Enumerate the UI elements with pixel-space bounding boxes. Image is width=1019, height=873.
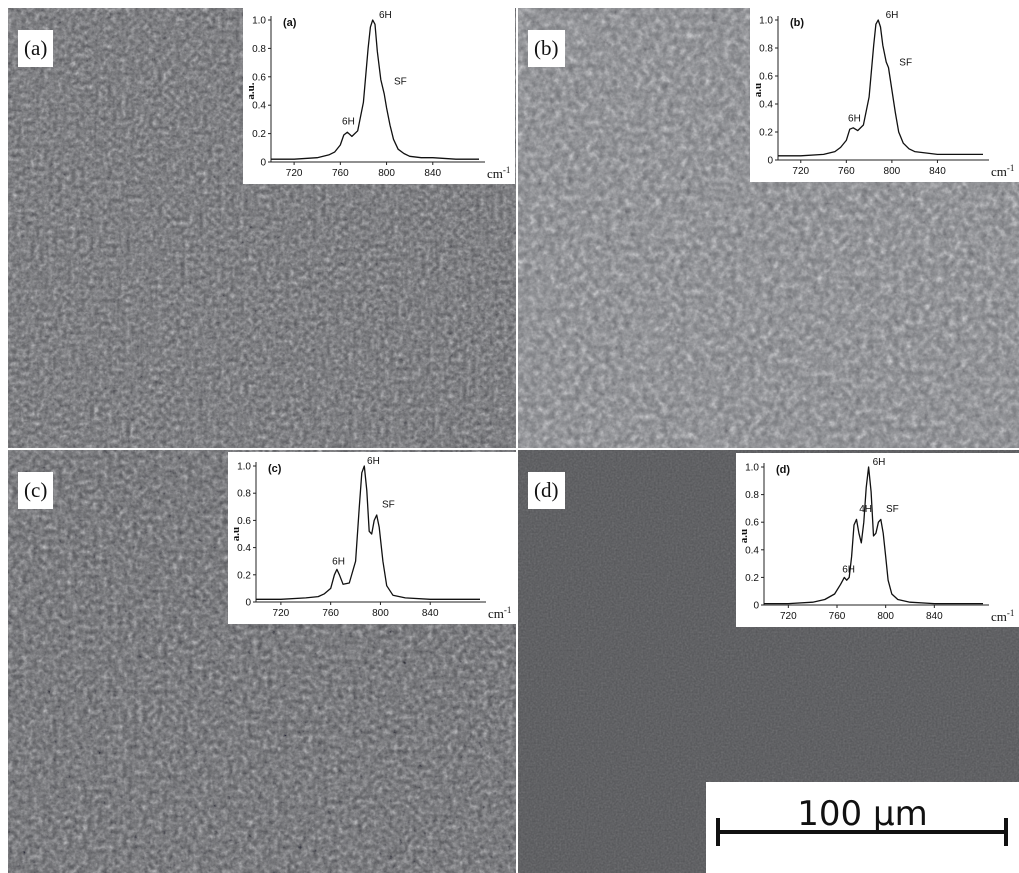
y-tick-label-d: 1.0 [745, 463, 759, 474]
y-tick-label-b: 0.4 [759, 100, 773, 111]
x-tick-label-b: 760 [838, 166, 855, 177]
panel-label-d: (d) [528, 472, 565, 509]
peak-label-d: 4H [859, 504, 872, 515]
y-tick-label-c: 1.0 [237, 462, 251, 473]
x-tick-label-b: 800 [884, 166, 901, 177]
x-tick-label-a: 760 [332, 168, 349, 179]
peak-label-d: 6H [842, 565, 855, 576]
y-tick-label-c: 0.6 [237, 516, 251, 527]
peak-label-a: 6H [342, 117, 355, 128]
peak-label-a: SF [394, 77, 407, 88]
scale-bar-label: 100 µm [797, 794, 928, 834]
x-tick-label-a: 840 [424, 168, 441, 179]
peak-label-b: 6H [848, 114, 861, 125]
peak-label-c: 6H [367, 456, 380, 467]
raman-spectrum-line-b [778, 19, 983, 157]
raman-inset-a: 0 0.2 0.4 0.6 0.8 1.0 720 760 800 840 a.u. cm-1 (a) 6… [243, 8, 515, 184]
peak-label-a: 6H [379, 10, 392, 21]
scale-bar: 100 µm [706, 782, 1019, 873]
y-axis-label-a: a.u. [245, 82, 257, 99]
y-tick-label-a: 0.6 [252, 72, 266, 83]
x-axis-label-b: cm-1 [991, 163, 1014, 179]
x-axis-label-c: cm-1 [488, 605, 511, 621]
inset-title-b: (b) [790, 17, 804, 29]
raman-spectrum-line-a [271, 19, 479, 160]
x-tick-label-c: 840 [422, 608, 439, 619]
raman-inset-b: 0 0.2 0.4 0.6 0.8 1.0 720 760 800 840 a.u cm-1 (b) 6H… [750, 8, 1019, 182]
peak-label-b: 6H [886, 10, 899, 21]
y-axis-label-b: a.u [752, 83, 764, 97]
y-tick-label-d: 0.6 [745, 518, 759, 529]
panel-label-b: (b) [528, 30, 565, 67]
peak-label-b: SF [899, 58, 912, 69]
raman-inset-c: 0 0.2 0.4 0.6 0.8 1.0 720 760 800 840 a.u cm-1 (c) 6H… [228, 452, 516, 624]
raman-spectrum-line-c [256, 465, 480, 600]
y-tick-label-d: 0.4 [745, 545, 759, 556]
y-tick-label-b: 0.8 [759, 44, 773, 55]
x-tick-label-a: 800 [378, 168, 395, 179]
y-tick-label-c: 0.2 [237, 570, 251, 581]
y-axis-label-c: a.u [230, 527, 242, 541]
x-tick-label-b: 720 [792, 166, 809, 177]
peak-label-c: 6H [332, 557, 345, 568]
y-tick-label-d: 0 [753, 601, 759, 612]
sem-panel-b: (b) 0 0.2 0.4 0.6 0.8 1.0 720 760 800 840 a.u cm-1 (… [518, 8, 1019, 448]
panel-label-c: (c) [18, 472, 54, 509]
x-axis-label-a: cm-1 [487, 165, 510, 181]
x-tick-label-b: 840 [929, 166, 946, 177]
y-tick-label-b: 0 [767, 156, 773, 167]
x-tick-label-c: 720 [273, 608, 290, 619]
y-tick-label-a: 0.8 [252, 44, 266, 55]
peak-label-d: 6H [873, 457, 886, 468]
y-tick-label-a: 0 [260, 158, 266, 169]
raman-spectrum-line-d [764, 466, 983, 605]
x-tick-label-d: 720 [780, 611, 797, 622]
x-tick-label-c: 800 [372, 608, 389, 619]
y-tick-label-d: 0.8 [745, 490, 759, 501]
x-tick-label-d: 840 [926, 611, 943, 622]
panel-label-a: (a) [18, 30, 54, 67]
x-tick-label-d: 760 [829, 611, 846, 622]
inset-title-c: (c) [268, 463, 282, 475]
y-tick-label-a: 0.4 [252, 101, 266, 112]
raman-inset-d: 0 0.2 0.4 0.6 0.8 1.0 720 760 800 840 a.u cm-1 (d) 6H… [736, 453, 1019, 627]
y-tick-label-a: 1.0 [252, 16, 266, 27]
inset-title-d: (d) [776, 464, 790, 476]
y-tick-label-c: 0 [245, 598, 251, 609]
y-tick-label-b: 0.2 [759, 128, 773, 139]
sem-panel-c: (c) 0 0.2 0.4 0.6 0.8 1.0 720 760 800 840 a.u cm-1 (… [8, 450, 516, 873]
y-tick-label-a: 0.2 [252, 129, 266, 140]
y-tick-label-b: 0.6 [759, 72, 773, 83]
y-tick-label-b: 1.0 [759, 16, 773, 27]
x-tick-label-d: 800 [877, 611, 894, 622]
y-tick-label-c: 0.4 [237, 543, 251, 554]
y-tick-label-d: 0.2 [745, 573, 759, 584]
scale-bar-line [716, 818, 1008, 846]
x-tick-label-a: 720 [286, 168, 303, 179]
inset-title-a: (a) [283, 17, 297, 29]
peak-label-d: SF [886, 504, 899, 515]
y-tick-label-c: 0.8 [237, 489, 251, 500]
sem-panel-a: (a) 0 0.2 0.4 0.6 0.8 1.0 720 760 800 840 a.u. cm-1… [8, 8, 516, 448]
peak-label-c: SF [382, 500, 395, 511]
x-axis-label-d: cm-1 [991, 608, 1014, 624]
y-axis-label-d: a.u [738, 529, 750, 543]
x-tick-label-c: 760 [322, 608, 339, 619]
